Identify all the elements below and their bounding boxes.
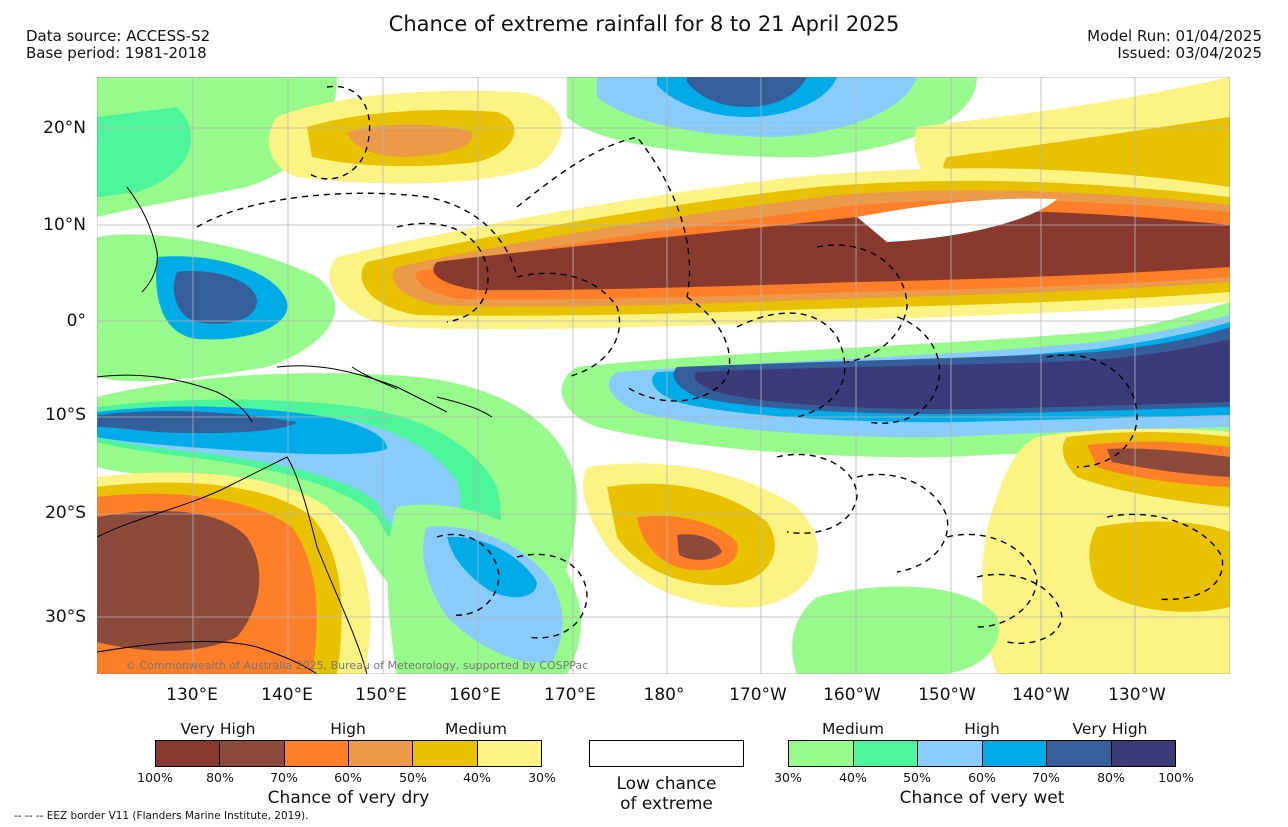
low-chance-label: Low chance of extreme [560, 774, 773, 814]
data-source-label: Data source: ACCESS-S2 [26, 27, 211, 45]
lon-label-150w: 150°W [918, 685, 976, 705]
rainfall-map: © Commonwealth of Australia 2025, Bureau… [97, 77, 1230, 674]
dry-tick: 80% [206, 770, 234, 785]
wet-region-south [561, 302, 1230, 458]
wet-tick: 100% [1158, 770, 1194, 785]
lon-label-150e: 150°E [355, 685, 407, 705]
dry-region-south-central [583, 463, 818, 608]
lon-label-130e: 130°E [166, 685, 218, 705]
dry-swatch [220, 741, 285, 766]
wet-tick: 80% [1097, 770, 1125, 785]
wet-heading-very-high: Very High [1072, 720, 1148, 738]
lon-label-180: 180° [643, 685, 685, 705]
lat-label-20n: 20°N [43, 118, 86, 138]
wet-heading-medium: Medium [822, 720, 884, 738]
lon-label-170w: 170°W [729, 685, 787, 705]
dry-region-australia [97, 472, 371, 674]
lat-label-20s: 20°S [45, 503, 86, 523]
dry-region-equatorial [329, 168, 1230, 330]
wet-heading-high: High [964, 720, 1000, 738]
wet-tick: 70% [1032, 770, 1060, 785]
base-period-label: Base period: 1981-2018 [26, 44, 207, 62]
wet-tick: 40% [839, 770, 867, 785]
wet-region-north [567, 77, 977, 158]
wet-colorbar [788, 740, 1176, 767]
lon-label-160w: 160°W [823, 685, 881, 705]
wet-tick: 60% [968, 770, 996, 785]
low-chance-swatch [589, 740, 744, 767]
lon-label-140w: 140°W [1012, 685, 1070, 705]
dry-heading-high: High [330, 720, 366, 738]
lat-label-10n: 10°N [43, 215, 86, 235]
wet-swatch [982, 741, 1047, 766]
wet-tick: 30% [774, 770, 802, 785]
wet-tick: 50% [903, 770, 931, 785]
issued-label: Issued: 03/04/2025 [1117, 44, 1262, 62]
dry-tick: 60% [334, 770, 362, 785]
dry-caption: Chance of very dry [267, 788, 430, 808]
lat-label-30s: 30°S [45, 607, 86, 627]
dry-tick: 30% [528, 770, 556, 785]
dry-tick: 100% [137, 770, 173, 785]
dry-swatch [284, 741, 349, 766]
dry-tick: 70% [270, 770, 298, 785]
dry-tick: 40% [463, 770, 491, 785]
eez-footnote: -- -- -- EEZ border V11 (Flanders Marine… [14, 810, 309, 822]
wet-swatch [1047, 741, 1112, 766]
lon-label-170e: 170°E [544, 685, 596, 705]
lon-label-130w: 130°W [1108, 685, 1166, 705]
lon-label-160e: 160°E [449, 685, 501, 705]
dry-heading-very-high: Very High [180, 720, 256, 738]
wet-swatch [918, 741, 983, 766]
eez-borders [196, 85, 1224, 644]
low-chance-line2: of extreme [620, 794, 713, 814]
wet-region-west [97, 77, 337, 382]
low-chance-line1: Low chance [616, 774, 717, 794]
model-run-label: Model Run: 01/04/2025 [1087, 27, 1262, 45]
graticule [97, 77, 1230, 674]
lon-label-140e: 140°E [261, 685, 313, 705]
dry-swatch [156, 741, 221, 766]
dry-tick: 50% [399, 770, 427, 785]
dry-swatch [348, 741, 414, 766]
map-title: Chance of extreme rainfall for 8 to 21 A… [388, 12, 900, 36]
dry-heading-medium: Medium [445, 720, 507, 738]
dry-swatch [477, 741, 541, 766]
map-copyright: © Commonwealth of Australia 2025, Bureau… [125, 659, 588, 672]
dry-colorbar [155, 740, 542, 767]
dry-swatch [413, 741, 478, 766]
wet-swatch [853, 741, 918, 766]
lat-label-0: 0° [66, 311, 86, 331]
wet-region-lower [387, 504, 999, 674]
dry-region-south-east [982, 428, 1230, 674]
wet-swatch [1111, 741, 1175, 766]
wet-caption: Chance of very wet [899, 788, 1065, 808]
wet-swatch [789, 741, 854, 766]
lat-label-10s: 10°S [45, 405, 86, 425]
coastlines [97, 186, 493, 674]
